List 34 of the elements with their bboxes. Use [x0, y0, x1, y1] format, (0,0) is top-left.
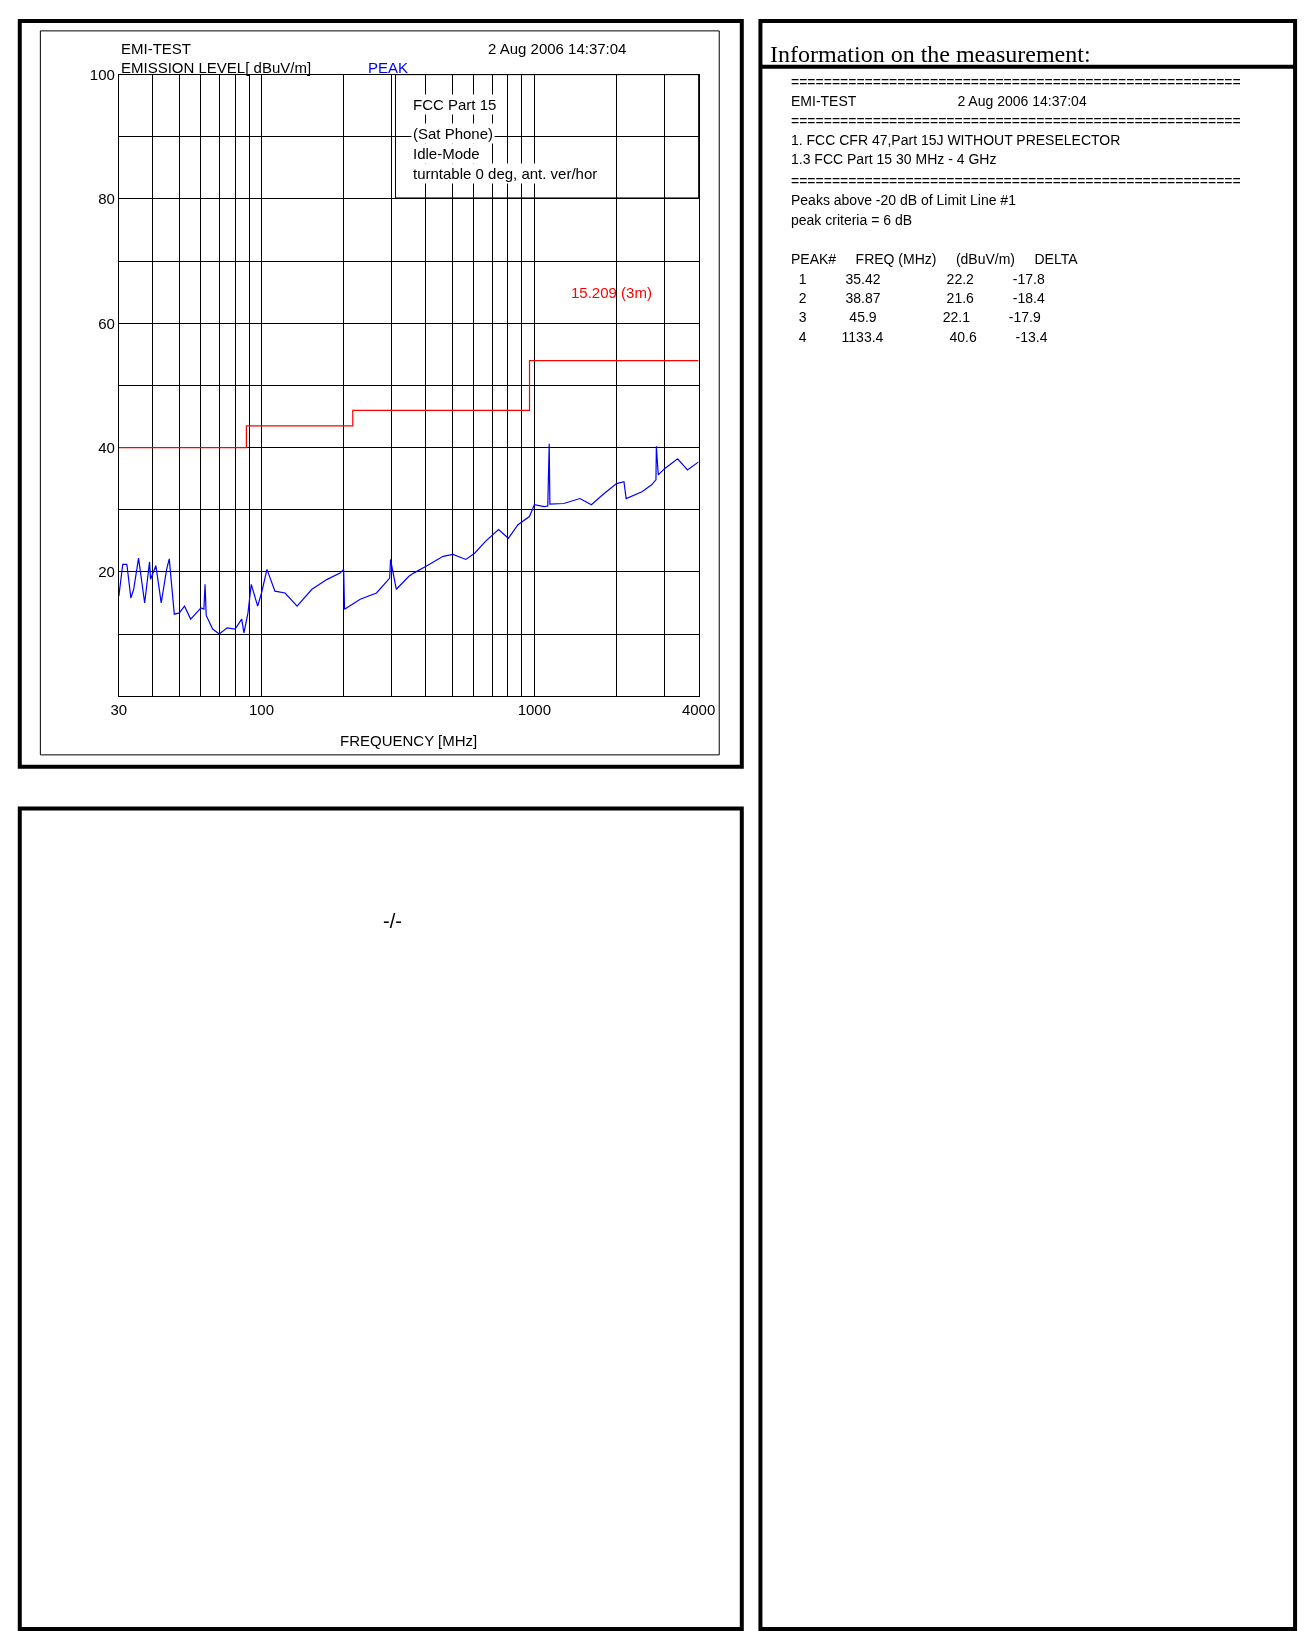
text: PEAK [368, 59, 409, 76]
text: Peaks above -20 dB of Limit Line #1 [791, 192, 1017, 208]
text: peak criteria = 6 dB [791, 212, 913, 228]
text: ======================================================= [791, 113, 1241, 129]
annotation: Idle-Mode [413, 145, 480, 162]
x-tick-label: 4000 [681, 701, 716, 719]
x-tick-label: 1000 [517, 701, 552, 719]
x-axis-title: FREQUENCY [MHz] [340, 732, 478, 749]
text: 4 1133.4 40.6 -13.4 [791, 329, 1048, 345]
text: ======================================================= [791, 173, 1241, 189]
text: ======================================================= [791, 74, 1241, 90]
text: Information on the measurement: [770, 41, 1091, 67]
y-tick-label: 60 [98, 314, 115, 332]
y-tick-label: 40 [98, 438, 115, 456]
chart-subtitle: 2 Aug 2006 14:37:04 [488, 40, 627, 57]
text: PEAK# FREQ (MHz) (dBuV/m) DELTA [791, 251, 1079, 267]
text: 1.3 FCC Part 15 30 MHz - 4 GHz [791, 151, 997, 167]
annotation: (Sat Phone) [413, 125, 494, 142]
text: 1. FCC CFR 47,Part 15J WITHOUT PRESELECTOR [791, 132, 1121, 148]
text: 3 45.9 22.1 -17.9 [791, 309, 1041, 325]
y-tick-label: 20 [98, 563, 115, 581]
y-tick-label: 100 [89, 65, 115, 83]
text: -/- [383, 910, 402, 932]
y-axis-title: EMISSION LEVEL[ dBuV/m] [121, 59, 312, 76]
text: 15.209 (3m) [571, 284, 652, 301]
text: 1 35.42 22.2 -17.8 [791, 271, 1045, 287]
x-tick-label: 100 [249, 701, 275, 719]
y-tick-label: 80 [98, 190, 115, 208]
text: EMI-TEST 2 Aug 2006 14:37:04 [791, 93, 1087, 109]
x-tick-label: 30 [110, 701, 128, 719]
annotation: turntable 0 deg, ant. ver/hor [413, 165, 598, 182]
text: 2 38.87 21.6 -18.4 [791, 290, 1045, 306]
annotation: FCC Part 15 [413, 96, 497, 113]
chart-title: EMI-TEST [121, 40, 191, 57]
